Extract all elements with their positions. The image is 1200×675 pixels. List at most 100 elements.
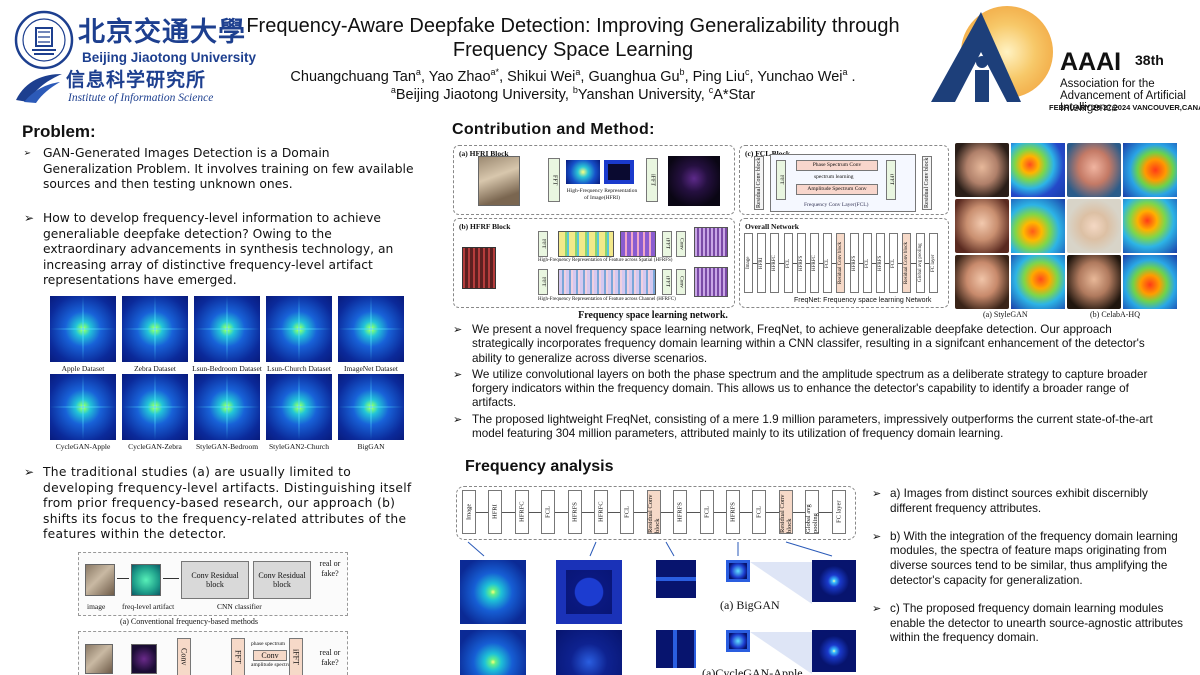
amplitude-label: amplitude spectrum <box>251 662 295 668</box>
arrow-bullet-icon: ➢ <box>872 530 882 543</box>
affiliation-sup: c <box>708 85 714 95</box>
author-sup: a <box>415 67 421 77</box>
arrow-bullet-icon: ➢ <box>453 368 463 381</box>
institute-name-cn: 信息科学研究所 <box>66 69 207 91</box>
cat-image <box>478 156 520 206</box>
author: Yao Zhao <box>428 68 491 85</box>
spectrum-image <box>50 374 116 440</box>
face-image <box>1067 255 1121 309</box>
network-block: Global avg pooling <box>915 233 925 293</box>
face-image <box>1067 199 1121 253</box>
panel-title: Overall Network <box>745 222 799 231</box>
face-image <box>1067 143 1121 197</box>
conference-name: AAAI <box>1060 48 1122 76</box>
face-caption: (b) CelabA-HQ <box>1090 310 1140 319</box>
title-line-1: Frequency-Aware Deepfake Detection: Impr… <box>246 15 900 37</box>
arrow-icon <box>871 263 876 264</box>
network-block: Residual Conv block <box>902 233 912 293</box>
bullet-text: c) The proposed frequency domain learnin… <box>890 601 1184 645</box>
network-block: HFRI <box>757 233 767 293</box>
spectrum-label: Lsun-Bedroom Dataset <box>192 364 262 373</box>
institute-name-en: Institute of Information Science <box>68 92 214 104</box>
network-block: HFRFC <box>810 233 819 293</box>
bullet-text: The proposed lightweight FreqNet, consis… <box>472 412 1153 441</box>
hfri-block-panel: (a) HFRI Block FFT High-Frequency Repres… <box>453 145 735 215</box>
output-stack <box>694 267 728 297</box>
arrow-icon <box>832 263 837 264</box>
artifact-label: freq-level artifact <box>122 602 175 611</box>
network-block: Image <box>744 233 753 293</box>
arrow-icon <box>608 512 621 513</box>
contribution-heading: Contribution and Method: <box>452 121 655 138</box>
network-block: HFRFC <box>770 233 780 293</box>
conv-block: Conv <box>676 231 686 257</box>
conference-edition: 38th <box>1135 52 1164 68</box>
arrow-icon <box>713 512 726 513</box>
arrow-icon <box>687 512 700 513</box>
output-label: real or fake? <box>319 648 341 667</box>
spectrum-learning-label: spectrum learning <box>814 174 854 180</box>
bullet-text: GAN-Generated Images Detection is a Doma… <box>43 146 414 191</box>
hfri-caption: High-Frequency Representation of Image(H… <box>566 188 638 201</box>
arrow-icon <box>163 578 179 579</box>
fft-block: FFT <box>548 158 560 202</box>
university-name-cn: 北京交通大學 <box>78 17 246 48</box>
spectrum-image <box>656 630 696 668</box>
fft-block: FFT <box>538 231 548 257</box>
arrow-bullet-icon: ➢ <box>872 488 882 500</box>
ifft-block: iFFT <box>662 231 672 257</box>
phase-conv-block: Phase Spectrum Conv <box>796 160 878 171</box>
heatmap-image <box>1123 199 1177 253</box>
network-block: FCL <box>783 233 793 293</box>
feature-map-image <box>131 644 157 674</box>
author-sup: b <box>679 67 685 77</box>
spectrum-label: Zebra Dataset <box>134 364 176 373</box>
output-label: real or fake? <box>319 559 341 578</box>
network-block: HFRFS <box>876 233 885 293</box>
diagram-a-caption: (a) Conventional frequency-based methods <box>120 617 258 626</box>
arrow-icon <box>476 512 489 513</box>
arrow-icon <box>924 263 929 264</box>
output-stack <box>694 227 728 257</box>
university-seal-icon <box>14 10 74 70</box>
university-name-en: Beijing Jiaotong University <box>82 50 257 65</box>
arrow-icon <box>885 263 890 264</box>
arrow-icon <box>819 512 832 513</box>
arrow-icon <box>779 263 784 264</box>
face-caption: (a) StyleGAN <box>983 310 1028 319</box>
spectrum-label: BigGAN <box>357 442 385 451</box>
panel-title: (b) HFRF Block <box>459 222 511 231</box>
network-block: FC layer <box>928 233 938 293</box>
residual-block: Residual Conv block <box>754 156 764 210</box>
dataset-spectra-grid: Apple Dataset Zebra Dataset Lsun-Bedroom… <box>50 296 404 452</box>
arrow-bullet-icon: ➢ <box>24 465 35 479</box>
author-sup: c <box>745 67 750 77</box>
network-block: HFRFS <box>849 233 859 293</box>
spatial-cubes <box>558 231 614 257</box>
spectrum-image <box>726 560 750 582</box>
arrow-icon <box>766 263 771 264</box>
cat-image <box>85 564 115 596</box>
spectrum-image <box>338 374 404 440</box>
feature-stack <box>462 247 496 289</box>
artifact-image <box>131 564 161 596</box>
frequency-space-method-diagram: Conv FFT phase spectrum Conv amplitude s… <box>78 631 348 675</box>
spectrum-image <box>556 560 622 624</box>
spectrum-image <box>656 560 696 598</box>
face-heatmap-figure: (a) StyleGAN (b) CelabA-HQ <box>955 143 1180 321</box>
problem-bullet-1: ➢ GAN-Generated Images Detection is a Dom… <box>24 146 416 193</box>
network-block: HFRFS <box>796 233 806 293</box>
spectrum-label: Apple Dataset <box>61 364 105 373</box>
spectrum-label: StyleGAN-Bedroom <box>195 442 259 451</box>
ifft-block: iFFT <box>646 158 658 202</box>
bullet-text: How to develop frequency-level informati… <box>43 211 394 287</box>
spectrum-image <box>50 296 116 362</box>
conventional-method-diagram: Conv Residual block Conv Residual block … <box>78 552 348 616</box>
heatmap-image <box>1123 143 1177 197</box>
arrow-icon <box>766 512 779 513</box>
arrow-icon <box>581 512 594 513</box>
conv-block: Conv <box>177 638 191 675</box>
problem-heading: Problem: <box>22 122 96 141</box>
arrow-icon <box>528 512 542 513</box>
ifft-block: iFFT <box>886 160 896 200</box>
